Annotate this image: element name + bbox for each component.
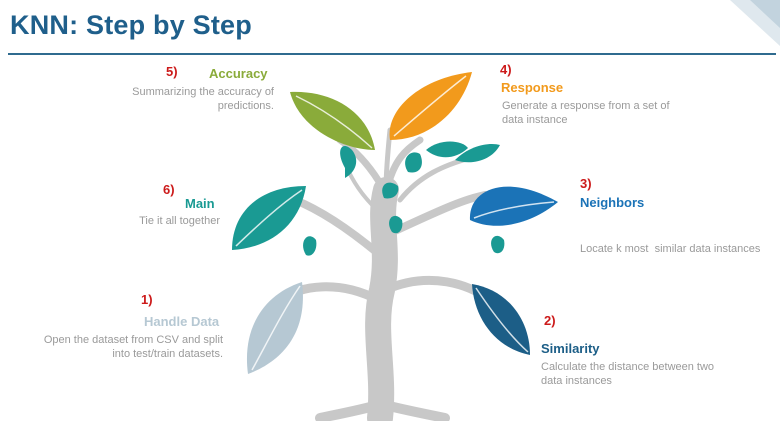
branch-main [291, 196, 384, 259]
root-left [315, 400, 383, 421]
step-number-handle-data: 1) [141, 292, 153, 307]
step-number-accuracy: 5) [166, 64, 178, 79]
step-description-accuracy: Summarizing the accuracy of predictions. [132, 86, 274, 112]
leaf-similarity [472, 284, 530, 355]
step-description-neighbors: Locate k most similar data instances [580, 243, 761, 255]
root-right [380, 400, 450, 421]
step-title-neighbors: Neighbors [580, 195, 645, 210]
step-title-accuracy: Accuracy [209, 66, 268, 81]
small-leaf [405, 152, 422, 173]
leaf-accuracy [290, 91, 375, 150]
step-number-response: 4) [500, 62, 512, 77]
corner-decoration [730, 0, 780, 46]
step-title-similarity: Similarity [541, 341, 600, 356]
step-description-handle-data: Open the dataset from CSV and split into… [43, 334, 223, 360]
step-number-main: 6) [163, 182, 175, 197]
page-title: KNN: Step by Step [10, 10, 252, 40]
step-description-main: Tie it all together [139, 215, 220, 227]
title-underline [8, 53, 776, 55]
step-title-handle-data: Handle Data [144, 314, 220, 329]
leaf-neighbors [469, 186, 558, 226]
leaf-main [232, 186, 306, 250]
step-description-similarity: Calculate the distance between two data … [541, 361, 715, 387]
step-title-main: Main [185, 196, 215, 211]
step-number-neighbors: 3) [580, 176, 592, 191]
step-description-response: Generate a response from a set of data i… [502, 100, 670, 126]
step-title-response: Response [501, 80, 564, 95]
small-leaf [340, 146, 357, 178]
small-leaf [455, 143, 500, 163]
small-leaf [382, 182, 399, 199]
step-number-similarity: 2) [544, 313, 556, 328]
small-leaf [491, 235, 505, 254]
small-leaf [389, 215, 403, 234]
small-leaf [303, 236, 317, 256]
small-leaf [426, 141, 468, 158]
branch-response [384, 136, 424, 189]
